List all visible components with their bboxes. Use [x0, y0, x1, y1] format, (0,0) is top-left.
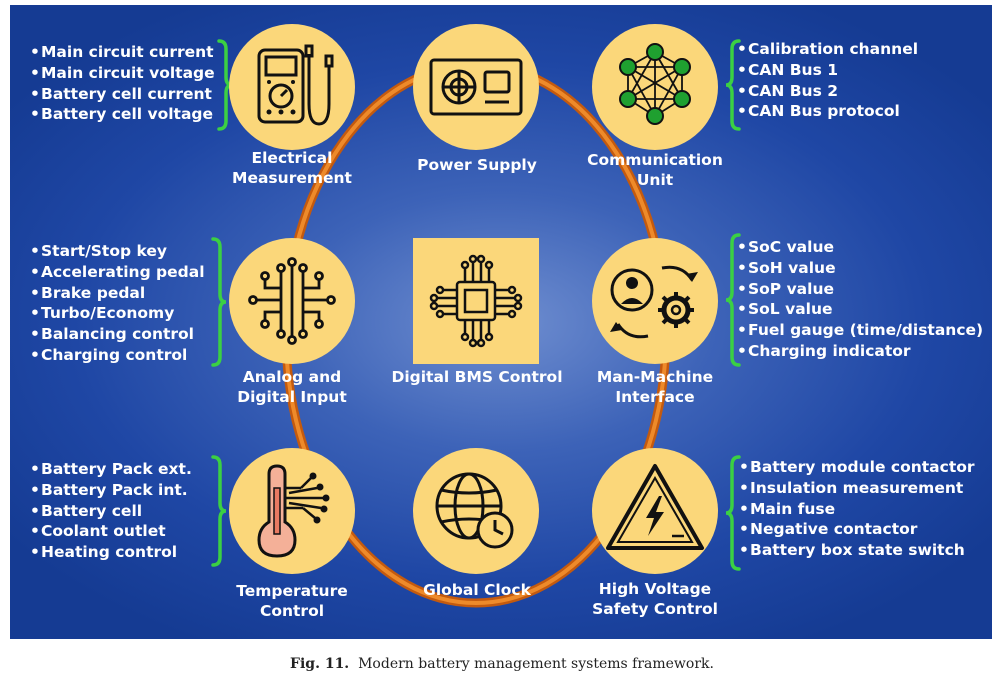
list-item: Balancing control [30, 324, 205, 345]
list-item: Battery cell [30, 501, 192, 522]
man-machine-interface-node [592, 238, 718, 364]
electrical-measurement-node [229, 24, 355, 150]
analog-items: Start/Stop key Accelerating pedal Brake … [30, 241, 205, 366]
list-item: CAN Bus protocol [737, 101, 918, 122]
communication-unit-node [592, 24, 718, 150]
globe-clock-icon [435, 472, 514, 549]
list-item: Brake pedal [30, 283, 205, 304]
list-item: Insulation measurement [739, 478, 975, 499]
list-item: Main circuit current [30, 42, 215, 63]
list-item: Turbo/Economy [30, 303, 205, 324]
node-label: Communication Unit [587, 151, 723, 189]
node-label: Temperature Control [236, 582, 348, 620]
list-item: Calibration channel [737, 39, 918, 60]
node-label: Analog and Digital Input [237, 368, 347, 406]
hv-items: Battery module contactor Insulation meas… [739, 457, 975, 561]
list-item: Charging control [30, 345, 205, 366]
digital-bms-control-node [413, 238, 539, 364]
node-label: Power Supply [417, 156, 537, 174]
diagram-panel: Main circuit current Main circuit voltag… [10, 5, 992, 639]
high-voltage-warning-icon [606, 464, 704, 550]
caption-text: Modern battery management systems framew… [358, 656, 714, 672]
list-item: Start/Stop key [30, 241, 205, 262]
list-item: Battery cell voltage [30, 104, 215, 125]
list-item: Accelerating pedal [30, 262, 205, 283]
list-item: Battery module contactor [739, 457, 975, 478]
list-item: Negative contactor [739, 519, 975, 540]
list-item: Battery Pack int. [30, 480, 192, 501]
list-item: Fuel gauge (time/distance) [737, 320, 983, 341]
brace-left [725, 39, 741, 131]
list-item: Charging indicator [737, 341, 983, 362]
communication-items: Calibration channel CAN Bus 1 CAN Bus 2 … [737, 39, 918, 122]
electrical-items: Main circuit current Main circuit voltag… [30, 42, 215, 125]
analog-digital-input-node [229, 238, 355, 364]
temperature-control-node [229, 448, 355, 574]
list-item: SoL value [737, 299, 983, 320]
caption-label: Fig. 11. [290, 656, 350, 672]
brace-left [725, 233, 741, 367]
brace-left [725, 455, 741, 571]
list-item: Main fuse [739, 499, 975, 520]
list-item: Battery box state switch [739, 540, 975, 561]
node-label: Digital BMS Control [391, 368, 563, 386]
power-supply-node [413, 24, 539, 150]
network-icon [619, 43, 691, 125]
node-label: Electrical Measurement [232, 149, 352, 187]
thermometer-icon [257, 464, 330, 558]
brace-right [211, 455, 227, 567]
list-item: SoC value [737, 237, 983, 258]
list-item: CAN Bus 1 [737, 60, 918, 81]
temperature-items: Battery Pack ext. Battery Pack int. Batt… [30, 459, 192, 563]
list-item: Coolant outlet [30, 521, 192, 542]
global-clock-node [413, 448, 539, 574]
list-item: Main circuit voltage [30, 63, 215, 84]
node-label: Man-Machine Interface [596, 368, 714, 406]
user-gear-icon [610, 265, 698, 339]
node-label: High Voltage Safety Control [592, 580, 718, 618]
input-circuit-icon [248, 257, 336, 345]
node-label: Global Clock [423, 581, 531, 599]
list-item: SoP value [737, 279, 983, 300]
chip-icon [429, 254, 523, 348]
list-item: CAN Bus 2 [737, 81, 918, 102]
list-item: Battery cell current [30, 84, 215, 105]
list-item: Battery Pack ext. [30, 459, 192, 480]
list-item: Heating control [30, 542, 192, 563]
power-supply-icon [429, 58, 523, 116]
mmi-items: SoC value SoH value SoP value SoL value … [737, 237, 983, 362]
brace-right [211, 237, 227, 367]
list-item: SoH value [737, 258, 983, 279]
multimeter-icon [257, 44, 334, 126]
figure-caption: Fig. 11. Modern battery management syste… [0, 656, 1004, 672]
high-voltage-safety-node [592, 448, 718, 574]
